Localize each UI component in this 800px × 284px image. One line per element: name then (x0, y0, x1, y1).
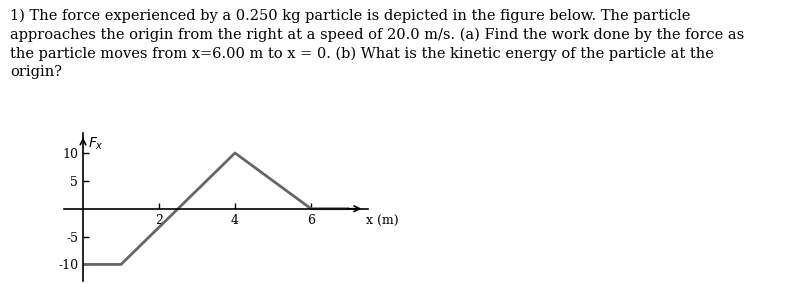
Text: $\mathit{F}_x$: $\mathit{F}_x$ (87, 135, 103, 152)
Text: 1) The force experienced by a 0.250 kg particle is depicted in the figure below.: 1) The force experienced by a 0.250 kg p… (10, 9, 745, 79)
Text: x (m): x (m) (366, 215, 398, 228)
